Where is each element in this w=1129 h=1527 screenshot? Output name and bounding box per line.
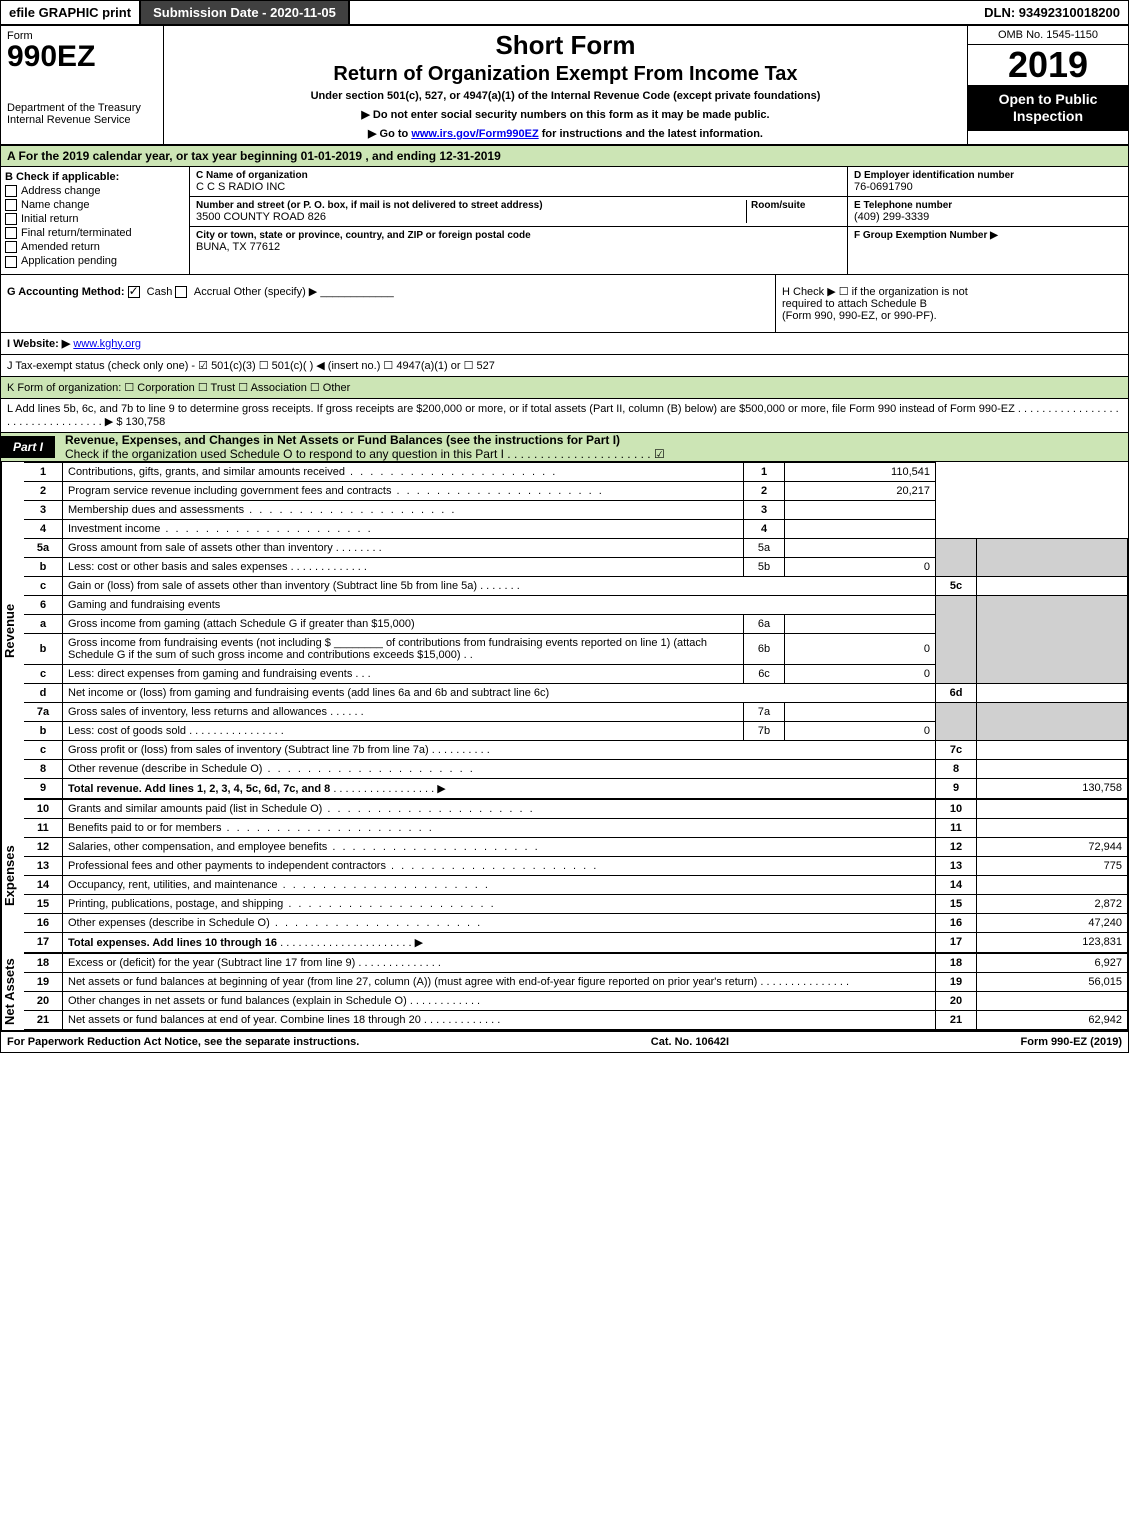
netassets-table: 18Excess or (deficit) for the year (Subt… [24,953,1128,1030]
d-label: D Employer identification number [854,170,1122,181]
line-8: 8Other revenue (describe in Schedule O)8 [24,759,1128,778]
checkbox-cash[interactable] [128,286,140,298]
ssn-warning: ▶ Do not enter social security numbers o… [168,108,963,121]
line-12: 12Salaries, other compensation, and empl… [24,837,1128,856]
b-label: B Check if applicable: [5,171,185,183]
website-link[interactable]: www.kghy.org [73,338,141,350]
part1-label: Part I [1,436,55,458]
expenses-side-label: Expenses [1,799,24,953]
line-15: 15Printing, publications, postage, and s… [24,894,1128,913]
part1-header: Part I Revenue, Expenses, and Changes in… [1,433,1128,462]
section-g: G Accounting Method: Cash Accrual Other … [1,275,775,332]
tax-year-row: A For the 2019 calendar year, or tax yea… [1,146,1128,167]
c-city-label: City or town, state or province, country… [196,230,531,241]
checkbox-initial-return[interactable] [5,213,17,225]
netassets-side-label: Net Assets [1,953,24,1030]
line-18: 18Excess or (deficit) for the year (Subt… [24,953,1128,972]
section-c: C Name of organization C C S RADIO INC N… [190,167,847,274]
form-header: Form 990EZ Department of the Treasury In… [1,26,1128,146]
line-5c: cGain or (loss) from sale of assets othe… [24,576,1128,595]
line-7a: 7aGross sales of inventory, less returns… [24,702,1128,721]
checkbox-accrual[interactable] [175,286,187,298]
checkbox-name-change[interactable] [5,199,17,211]
c-street-label: Number and street (or P. O. box, if mail… [196,200,740,211]
omb-number: OMB No. 1545-1150 [968,26,1128,45]
line-4: 4Investment income4 [24,519,1128,538]
expenses-table: 10Grants and similar amounts paid (list … [24,799,1128,953]
org-city: BUNA, TX 77612 [196,241,537,253]
line-20: 20Other changes in net assets or fund ba… [24,991,1128,1010]
section-i: I Website: ▶ www.kghy.org [1,333,1128,355]
checkbox-final-return[interactable] [5,227,17,239]
line-6d: dNet income or (loss) from gaming and fu… [24,683,1128,702]
revenue-side-label: Revenue [1,462,24,799]
open-inspection: Open to Public Inspection [968,85,1128,131]
top-bar: efile GRAPHIC print Submission Date - 20… [1,1,1128,26]
section-def: D Employer identification number 76-0691… [847,167,1128,274]
f-label: F Group Exemption Number ▶ [854,230,1122,241]
e-label: E Telephone number [854,200,1122,211]
line-14: 14Occupancy, rent, utilities, and mainte… [24,875,1128,894]
revenue-section: Revenue 1Contributions, gifts, grants, a… [1,462,1128,799]
revenue-table: 1Contributions, gifts, grants, and simil… [24,462,1128,799]
part1-sub: Check if the organization used Schedule … [65,447,665,461]
gh-block: G Accounting Method: Cash Accrual Other … [1,275,1128,333]
line-21: 21Net assets or fund balances at end of … [24,1010,1128,1029]
paperwork-notice: For Paperwork Reduction Act Notice, see … [7,1036,359,1048]
line-11: 11Benefits paid to or for members11 [24,818,1128,837]
efile-print-label[interactable]: efile GRAPHIC print [1,1,141,24]
main-title: Return of Organization Exempt From Incom… [168,63,963,86]
section-b: B Check if applicable: Address change Na… [1,167,190,274]
section-k: K Form of organization: ☐ Corporation ☐ … [1,377,1128,399]
room-label: Room/suite [751,200,835,211]
ein: 76-0691790 [854,181,1122,193]
dln: DLN: 93492310018200 [976,1,1128,24]
c-name-label: C Name of organization [196,170,835,181]
line-2: 2Program service revenue including gover… [24,481,1128,500]
org-street: 3500 COUNTY ROAD 826 [196,211,746,223]
checkbox-amended[interactable] [5,241,17,253]
form-ref: Form 990-EZ (2019) [1021,1036,1122,1048]
footer: For Paperwork Reduction Act Notice, see … [1,1030,1128,1052]
phone: (409) 299-3339 [854,211,1122,223]
submission-date: Submission Date - 2020-11-05 [141,1,350,24]
under-section: Under section 501(c), 527, or 4947(a)(1)… [168,90,963,102]
irs-link[interactable]: www.irs.gov/Form990EZ [411,128,538,140]
checkbox-pending[interactable] [5,256,17,268]
header-center: Short Form Return of Organization Exempt… [164,26,967,144]
line-3: 3Membership dues and assessments3 [24,500,1128,519]
section-j: J Tax-exempt status (check only one) - ☑… [1,355,1128,377]
expenses-section: Expenses 10Grants and similar amounts pa… [1,799,1128,953]
line-10: 10Grants and similar amounts paid (list … [24,799,1128,818]
irs-label: Internal Revenue Service [7,114,157,126]
header-left: Form 990EZ Department of the Treasury In… [1,26,164,144]
part1-title: Revenue, Expenses, and Changes in Net As… [65,433,620,447]
form-number: 990EZ [7,42,157,72]
cat-no: Cat. No. 10642I [651,1036,729,1048]
line-7c: cGross profit or (loss) from sales of in… [24,740,1128,759]
section-l: L Add lines 5b, 6c, and 7b to line 9 to … [1,399,1128,433]
tax-year: 2019 [968,45,1128,85]
line-6: 6Gaming and fundraising events [24,595,1128,614]
checkbox-address-change[interactable] [5,185,17,197]
section-h: H Check ▶ ☐ if the organization is not r… [775,275,1128,332]
netassets-section: Net Assets 18Excess or (deficit) for the… [1,953,1128,1030]
line-1: 1Contributions, gifts, grants, and simil… [24,462,1128,481]
line-17: 17Total expenses. Add lines 10 through 1… [24,932,1128,952]
short-form-title: Short Form [168,30,963,61]
line-9: 9Total revenue. Add lines 1, 2, 3, 4, 5c… [24,778,1128,798]
line-16: 16Other expenses (describe in Schedule O… [24,913,1128,932]
org-name: C C S RADIO INC [196,181,841,193]
line-5a: 5aGross amount from sale of assets other… [24,538,1128,557]
form-990ez-page: efile GRAPHIC print Submission Date - 20… [0,0,1129,1053]
header-right: OMB No. 1545-1150 2019 Open to Public In… [967,26,1128,144]
info-block: B Check if applicable: Address change Na… [1,167,1128,275]
line-19: 19Net assets or fund balances at beginni… [24,972,1128,991]
dept-treasury: Department of the Treasury [7,102,157,114]
line-13: 13Professional fees and other payments t… [24,856,1128,875]
goto-line: ▶ Go to www.irs.gov/Form990EZ for instru… [168,127,963,140]
